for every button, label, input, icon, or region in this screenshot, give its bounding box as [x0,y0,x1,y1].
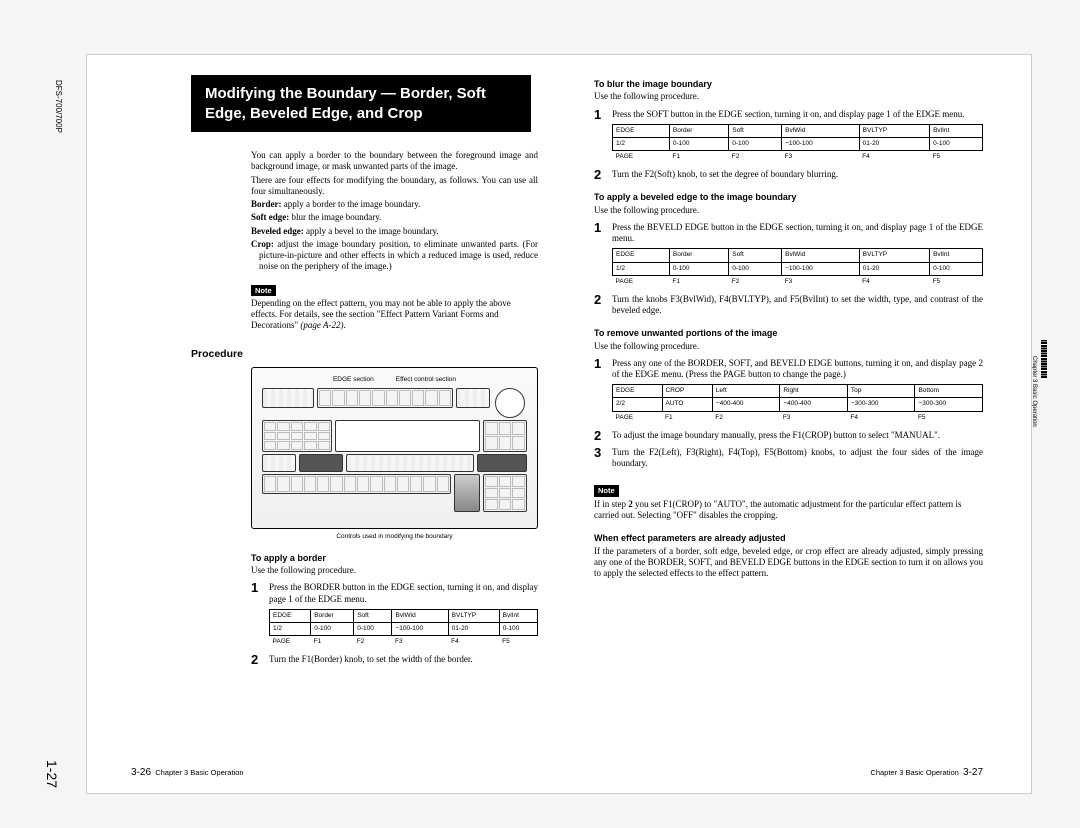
intro-text: You can apply a border to the boundary b… [191,150,538,273]
table-edge-1: EDGEBorderSoftBvlWidBVLTYPBvlInt 1/20-10… [269,609,538,648]
chapter-tab-right [1041,340,1047,378]
table-crop: EDGECROPLeftRightTopBottom 2/2AUTO−400-4… [612,384,983,423]
sub-apply-border: To apply a border [251,553,538,564]
step-1-1: 1Press the BORDER button in the EDGE sec… [251,582,538,648]
page-right: To blur the image boundary Use the follo… [564,55,1031,793]
sub-adjusted: When effect parameters are already adjus… [594,533,983,544]
banner-heading: Modifying the Boundary — Border, Soft Ed… [191,75,531,132]
model-label: DFS-700/700P [54,80,63,133]
step-2-1: 1Press the SOFT button in the EDGE secti… [594,109,983,164]
pdf-page-number: 1-27 [44,760,60,788]
step-3-2: 2Turn the knobs F3(BvlWid), F4(BVLTYP), … [594,294,983,317]
note-text-2: If in step 2 you set F1(CROP) to "AUTO",… [594,499,983,522]
control-panel-figure: EDGE section Effect control section [251,367,538,529]
footer-right: Chapter 3 Basic Operation 3-27 [870,767,983,780]
step-4-1: 1Press any one of the BORDER, SOFT, and … [594,358,983,424]
sub-crop: To remove unwanted portions of the image [594,328,983,339]
step-4-2: 2To adjust the image boundary manually, … [594,430,983,441]
sub-blur: To blur the image boundary [594,79,983,90]
page-spread: Modifying the Boundary — Border, Soft Ed… [86,54,1032,794]
figure-caption: Controls used in modifying the boundary [251,533,538,541]
page-left: Modifying the Boundary — Border, Soft Ed… [87,55,564,793]
step-2-2: 2Turn the F2(Soft) knob, to set the degr… [594,169,983,180]
note-text: Depending on the effect pattern, you may… [251,298,538,332]
adjusted-text: If the parameters of a border, soft edge… [594,546,983,580]
table-edge-3: EDGEBorderSoftBvlWidBVLTYPBvlInt 1/20-10… [612,248,983,287]
table-edge-2: EDGEBorderSoftBvlWidBVLTYPBvlInt 1/20-10… [612,124,983,163]
use-procedure: Use the following procedure. [251,565,538,576]
procedure-heading: Procedure [191,348,538,361]
note-badge: Note [251,285,276,296]
footer-left: 3-26 Chapter 3 Basic Operation [131,767,244,780]
step-4-3: 3Turn the F2(Left), F3(Right), F4(Top), … [594,447,983,470]
note-badge-2: Note [594,485,619,496]
sub-bevel: To apply a beveled edge to the image bou… [594,192,983,203]
step-1-2: 2Turn the F1(Border) knob, to set the wi… [251,654,538,665]
step-3-1: 1Press the BEVELD EDGE button in the EDG… [594,222,983,288]
